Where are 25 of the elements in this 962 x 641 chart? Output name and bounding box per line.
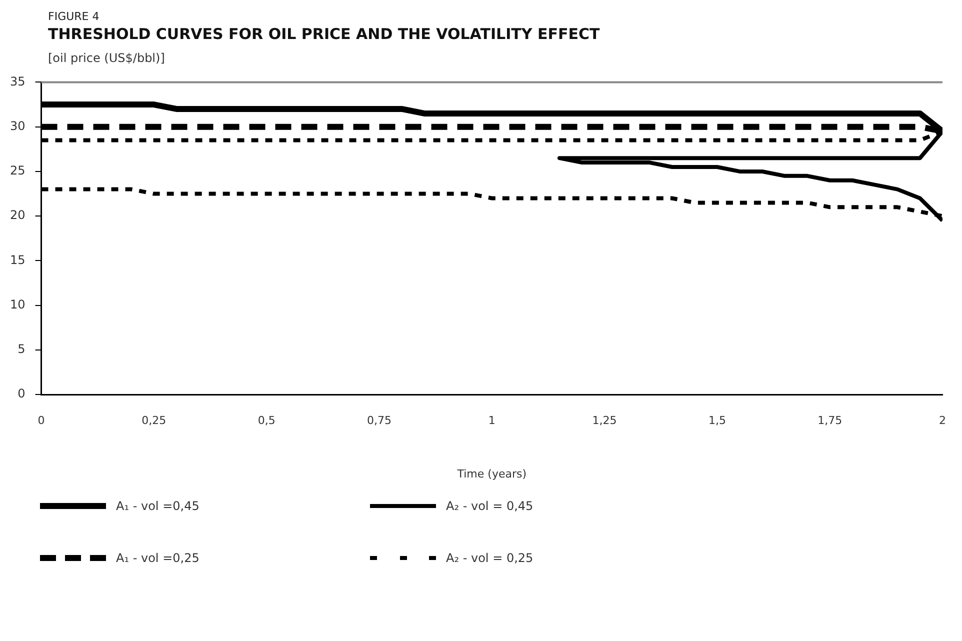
legend-label: A₂ - vol = 0,25 [446,551,534,565]
y-tick-label: 30 [10,118,26,133]
chart-title: THRESHOLD CURVES FOR OIL PRICE AND THE VOLATILITY EFFECT [48,25,601,43]
x-tick-label: 1 [488,414,496,428]
y-axis-title: [oil price (US$/bbl)] [48,51,166,65]
y-tick-label: 0 [18,386,26,401]
x-tick-label: 0,75 [366,414,392,428]
y-tick-label: 25 [10,164,26,178]
x-axis-title: Time (years) [456,467,527,480]
legend-label: A₁ - vol =0,45 [116,499,200,513]
legend-label: A₂ - vol = 0,45 [446,499,534,513]
x-tick-label: 2 [939,414,946,428]
legend-label: A₁ - vol =0,25 [116,551,200,565]
x-tick-label: 1,75 [818,414,842,428]
y-tick-label: 5 [18,342,26,356]
x-tick-label: 1,5 [708,414,726,428]
y-tick-label: 15 [10,252,26,267]
caption: FIGURE 4 [48,10,100,23]
x-tick-label: 0,5 [258,414,276,428]
x-tick-label: 1,25 [592,414,617,428]
y-tick-label: 20 [10,208,26,222]
x-tick-label: 0 [38,414,45,428]
x-tick-label: 0,25 [142,414,166,428]
y-tick-label: 10 [10,297,26,312]
y-tick-label: 35 [10,74,26,88]
